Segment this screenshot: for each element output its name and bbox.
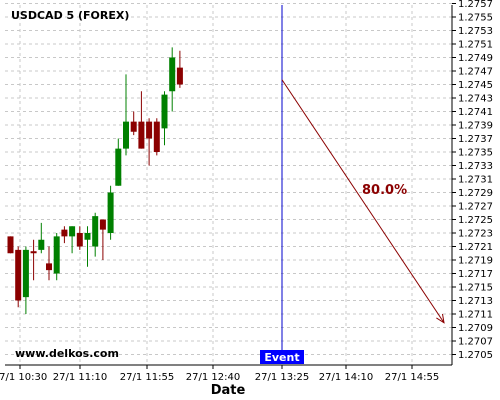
- y-tick-label: 1.2753: [458, 26, 493, 37]
- candle-body: [92, 216, 99, 247]
- candle-body: [99, 219, 106, 230]
- candle-body: [69, 226, 76, 237]
- candle-body: [115, 148, 122, 186]
- candle-body: [61, 229, 68, 237]
- candle-body: [153, 121, 160, 152]
- candle: [76, 226, 83, 250]
- candles: [7, 47, 183, 314]
- x-tick-label: 27/1 14:55: [385, 372, 439, 383]
- x-axis: 27/1 10:30 27/1 11:10 27/1 11:55 27/1 12:40…: [0, 365, 439, 383]
- grid: [5, 3, 452, 365]
- x-tick-label: 27/1 13:25: [255, 372, 309, 383]
- x-tick-label: 27/1 12:40: [186, 372, 240, 383]
- x-tick-label: 27/1 14:10: [319, 372, 373, 383]
- candle-body: [22, 249, 29, 298]
- projection: 80.0%: [281, 79, 445, 324]
- x-tick-label: 27/1 11:10: [53, 372, 107, 383]
- candle-body: [176, 67, 183, 85]
- candle: [61, 226, 68, 244]
- candle-body: [53, 236, 60, 274]
- event-marker: Event: [260, 5, 304, 364]
- candle: [46, 246, 52, 281]
- candle-body: [15, 249, 22, 301]
- y-tick-label: 1.2713: [458, 296, 493, 307]
- candle: [115, 138, 122, 186]
- candle: [123, 74, 129, 156]
- y-tick-label: 1.2737: [458, 134, 493, 145]
- candle: [161, 91, 168, 146]
- y-tick-label: 1.2717: [458, 269, 493, 280]
- y-tick-label: 1.2723: [458, 229, 493, 240]
- x-tick-label: 27/1 11:55: [120, 372, 174, 383]
- candle: [130, 111, 137, 136]
- y-tick-label: 1.2757: [458, 0, 493, 10]
- chart-title: USDCAD 5 (FOREX): [11, 9, 129, 22]
- y-tick-label: 1.2727: [458, 202, 493, 213]
- y-tick-label: 1.2719: [458, 256, 493, 267]
- y-tick-label: 1.2731: [458, 175, 493, 186]
- candle: [22, 246, 29, 314]
- y-tick-label: 1.2709: [458, 323, 493, 334]
- projection-arrowhead: [436, 313, 445, 324]
- candle-body: [123, 121, 129, 149]
- candle-body: [46, 263, 52, 271]
- y-tick-label: 1.2733: [458, 161, 493, 172]
- candle: [92, 212, 99, 257]
- y-tick-label: 1.2747: [458, 67, 493, 78]
- y-tick-label: 1.2751: [458, 40, 493, 51]
- candle: [53, 233, 60, 281]
- y-tick-label: 1.2725: [458, 215, 493, 226]
- candle: [169, 47, 176, 112]
- y-tick-label: 1.2739: [458, 121, 493, 132]
- candle-body: [161, 94, 168, 129]
- y-tick-label: 1.2715: [458, 283, 493, 294]
- candle-body: [138, 121, 145, 149]
- candle-body: [130, 121, 137, 132]
- candle: [176, 50, 183, 88]
- candle-body: [84, 233, 91, 240]
- projection-line: [281, 79, 445, 324]
- y-tick-label: 1.2743: [458, 94, 493, 105]
- y-tick-label: 1.2749: [458, 53, 493, 64]
- candle-body: [76, 233, 83, 247]
- candle-body: [107, 192, 114, 233]
- candle: [146, 118, 153, 166]
- y-tick-label: 1.2705: [458, 350, 493, 361]
- y-tick-label: 1.2707: [458, 337, 493, 348]
- y-tick-label: 1.2735: [458, 148, 493, 159]
- candle: [138, 91, 145, 149]
- y-tick-label: 1.2721: [458, 242, 493, 253]
- candle: [15, 246, 22, 308]
- candle-body: [30, 251, 37, 254]
- candle: [107, 185, 114, 240]
- y-tick-label: 1.2741: [458, 107, 493, 118]
- candle: [84, 226, 91, 267]
- candle: [153, 118, 160, 156]
- probability-label: 80.0%: [362, 183, 407, 198]
- candle: [30, 239, 37, 281]
- candle: [69, 226, 76, 254]
- candle-body: [146, 121, 153, 139]
- watermark: www.delkos.com: [15, 347, 119, 360]
- candle-body: [38, 239, 45, 250]
- y-tick-label: 1.2745: [458, 80, 493, 91]
- candle-body: [169, 57, 176, 92]
- y-tick-label: 1.2755: [458, 13, 493, 24]
- y-tick-label: 1.2711: [458, 310, 493, 321]
- x-axis-title: Date: [211, 383, 246, 398]
- y-axis: 1.2705 1.2707 1.2709 1.2711 1.2713 1.2715 1.27…: [452, 0, 493, 361]
- y-tick-label: 1.2729: [458, 188, 493, 199]
- candle: [7, 236, 14, 254]
- candle: [99, 219, 106, 260]
- x-tick-label: 27/1 10:30: [0, 372, 47, 383]
- event-label: Event: [264, 351, 299, 364]
- candle-body: [7, 236, 14, 254]
- candle: [38, 222, 45, 254]
- event-box: [260, 350, 304, 364]
